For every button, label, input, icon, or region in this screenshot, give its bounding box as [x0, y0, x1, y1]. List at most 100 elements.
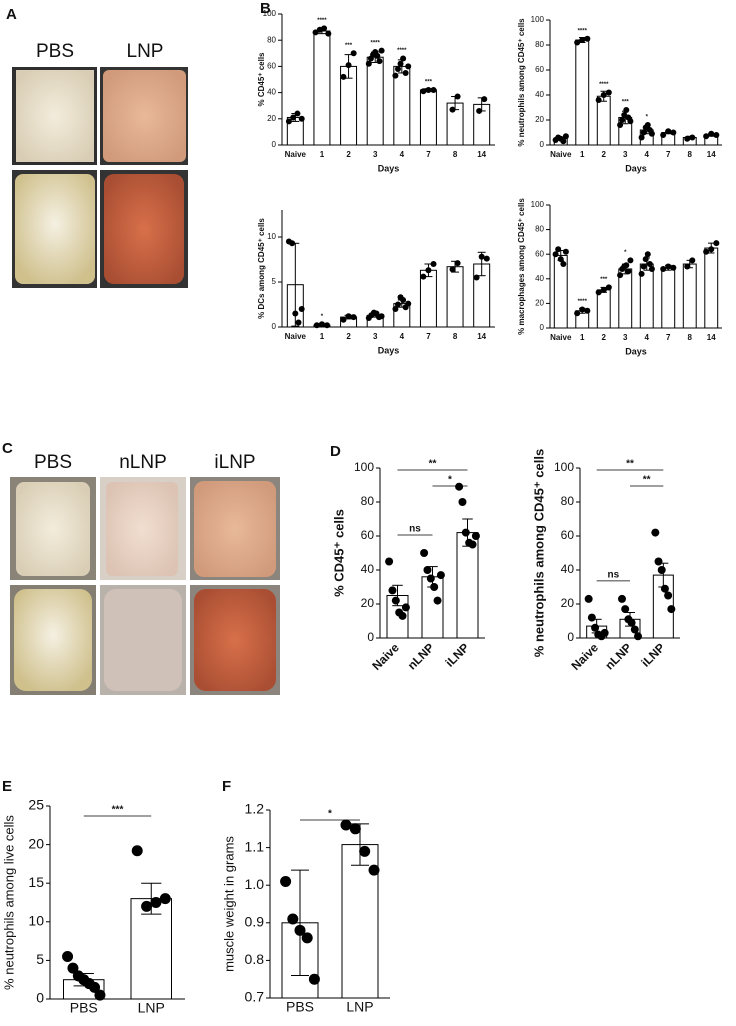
bar: [596, 289, 611, 329]
data-point: [391, 596, 400, 605]
data-point: [618, 594, 626, 603]
data-point: [385, 557, 394, 566]
x-tick-label: 3: [373, 332, 378, 341]
data-point: [708, 130, 715, 137]
data-point: [619, 117, 626, 123]
data-point: [289, 240, 296, 247]
data-point: [605, 89, 612, 96]
photo: [15, 174, 95, 284]
y-tick-label: 15: [28, 874, 44, 890]
data-point: [621, 605, 630, 614]
data-point: [294, 924, 306, 936]
x-tick-label: 14: [477, 332, 486, 341]
x-tick-label: Naive: [550, 333, 572, 342]
data-point: [667, 605, 676, 614]
y-axis-label: % CD45⁺ cells: [257, 52, 266, 107]
significance: ****: [317, 18, 327, 24]
x-tick-label: iLNP: [443, 640, 472, 669]
data-point: [660, 584, 669, 593]
y-tick-label: 0.7: [245, 989, 265, 1005]
panel-label: A: [6, 6, 17, 23]
significance: *: [624, 250, 627, 256]
data-point: [627, 618, 636, 627]
y-tick-label: 20: [535, 299, 544, 308]
data-point: [660, 132, 667, 138]
y-tick-label: 1.0: [245, 876, 265, 892]
x-tick-label: 4: [400, 150, 405, 159]
y-tick-label: 20: [535, 115, 544, 124]
data-point: [660, 265, 667, 272]
data-point: [481, 96, 488, 103]
y-tick-label: 0: [540, 323, 545, 332]
y-tick-label: 80: [535, 40, 544, 49]
x-tick-label: 14: [707, 150, 716, 159]
x-tick-label: 7: [666, 150, 671, 159]
x-tick-label: Naive: [369, 640, 402, 673]
y-tick-label: 40: [535, 274, 544, 283]
y-tick-label: 0: [272, 140, 277, 149]
data-point: [574, 39, 581, 46]
y-tick-label: 20: [28, 835, 44, 851]
data-point: [651, 528, 660, 537]
data-point: [430, 86, 437, 93]
data-point: [713, 132, 720, 138]
x-tick-label: 7: [426, 332, 431, 341]
data-point: [423, 566, 432, 574]
x-tick-label: Naive: [550, 150, 572, 159]
data-point: [285, 118, 292, 125]
data-point: [617, 272, 624, 279]
data-point: [405, 63, 412, 70]
y-tick-label: 10: [267, 232, 276, 241]
data-point: [298, 115, 305, 122]
x-tick-label: nLNP: [405, 640, 437, 672]
y-tick-label: 20: [267, 114, 276, 123]
data-point: [150, 897, 162, 908]
data-point: [555, 246, 562, 253]
data-point: [644, 122, 651, 128]
panel-label: B: [260, 0, 271, 17]
x-tick-label: nLNP: [602, 640, 634, 672]
data-point: [280, 875, 292, 887]
comparison-label: ns: [607, 570, 619, 581]
x-tick-label: PBS: [286, 999, 314, 1015]
bar: [661, 267, 676, 329]
data-point: [600, 92, 607, 98]
data-point: [374, 52, 381, 59]
x-tick-label: Naive: [285, 332, 307, 341]
photo: [14, 589, 92, 691]
data-point: [350, 50, 357, 57]
data-point: [648, 130, 655, 137]
data-point: [708, 246, 715, 253]
y-tick-label: 0: [540, 140, 545, 149]
x-tick-label: 8: [688, 333, 693, 342]
data-point: [640, 129, 647, 136]
comparison-label: **: [643, 475, 651, 486]
data-point: [595, 289, 602, 296]
bar: [596, 95, 611, 146]
bar: [446, 266, 464, 328]
y-tick-label: 1.1: [245, 838, 265, 854]
x-tick-label: PBS: [70, 1000, 98, 1016]
data-point: [94, 989, 106, 1001]
data-point: [684, 263, 691, 270]
data-point: [483, 255, 490, 262]
data-point: [365, 60, 372, 67]
y-tick-label: 10: [28, 913, 44, 929]
data-point: [642, 256, 649, 263]
data-point: [454, 260, 461, 267]
significance: ****: [371, 40, 381, 46]
data-point: [455, 482, 464, 491]
data-point: [141, 900, 153, 912]
comparison-label: **: [626, 459, 634, 470]
data-point: [378, 47, 385, 54]
photo-label: PBS: [36, 41, 74, 62]
bar: [704, 247, 719, 329]
data-point: [562, 248, 569, 255]
data-point: [430, 261, 437, 267]
data-point: [401, 603, 410, 612]
data-point: [595, 97, 602, 103]
data-point: [295, 319, 302, 326]
photo: [194, 481, 276, 577]
data-point: [400, 297, 407, 303]
